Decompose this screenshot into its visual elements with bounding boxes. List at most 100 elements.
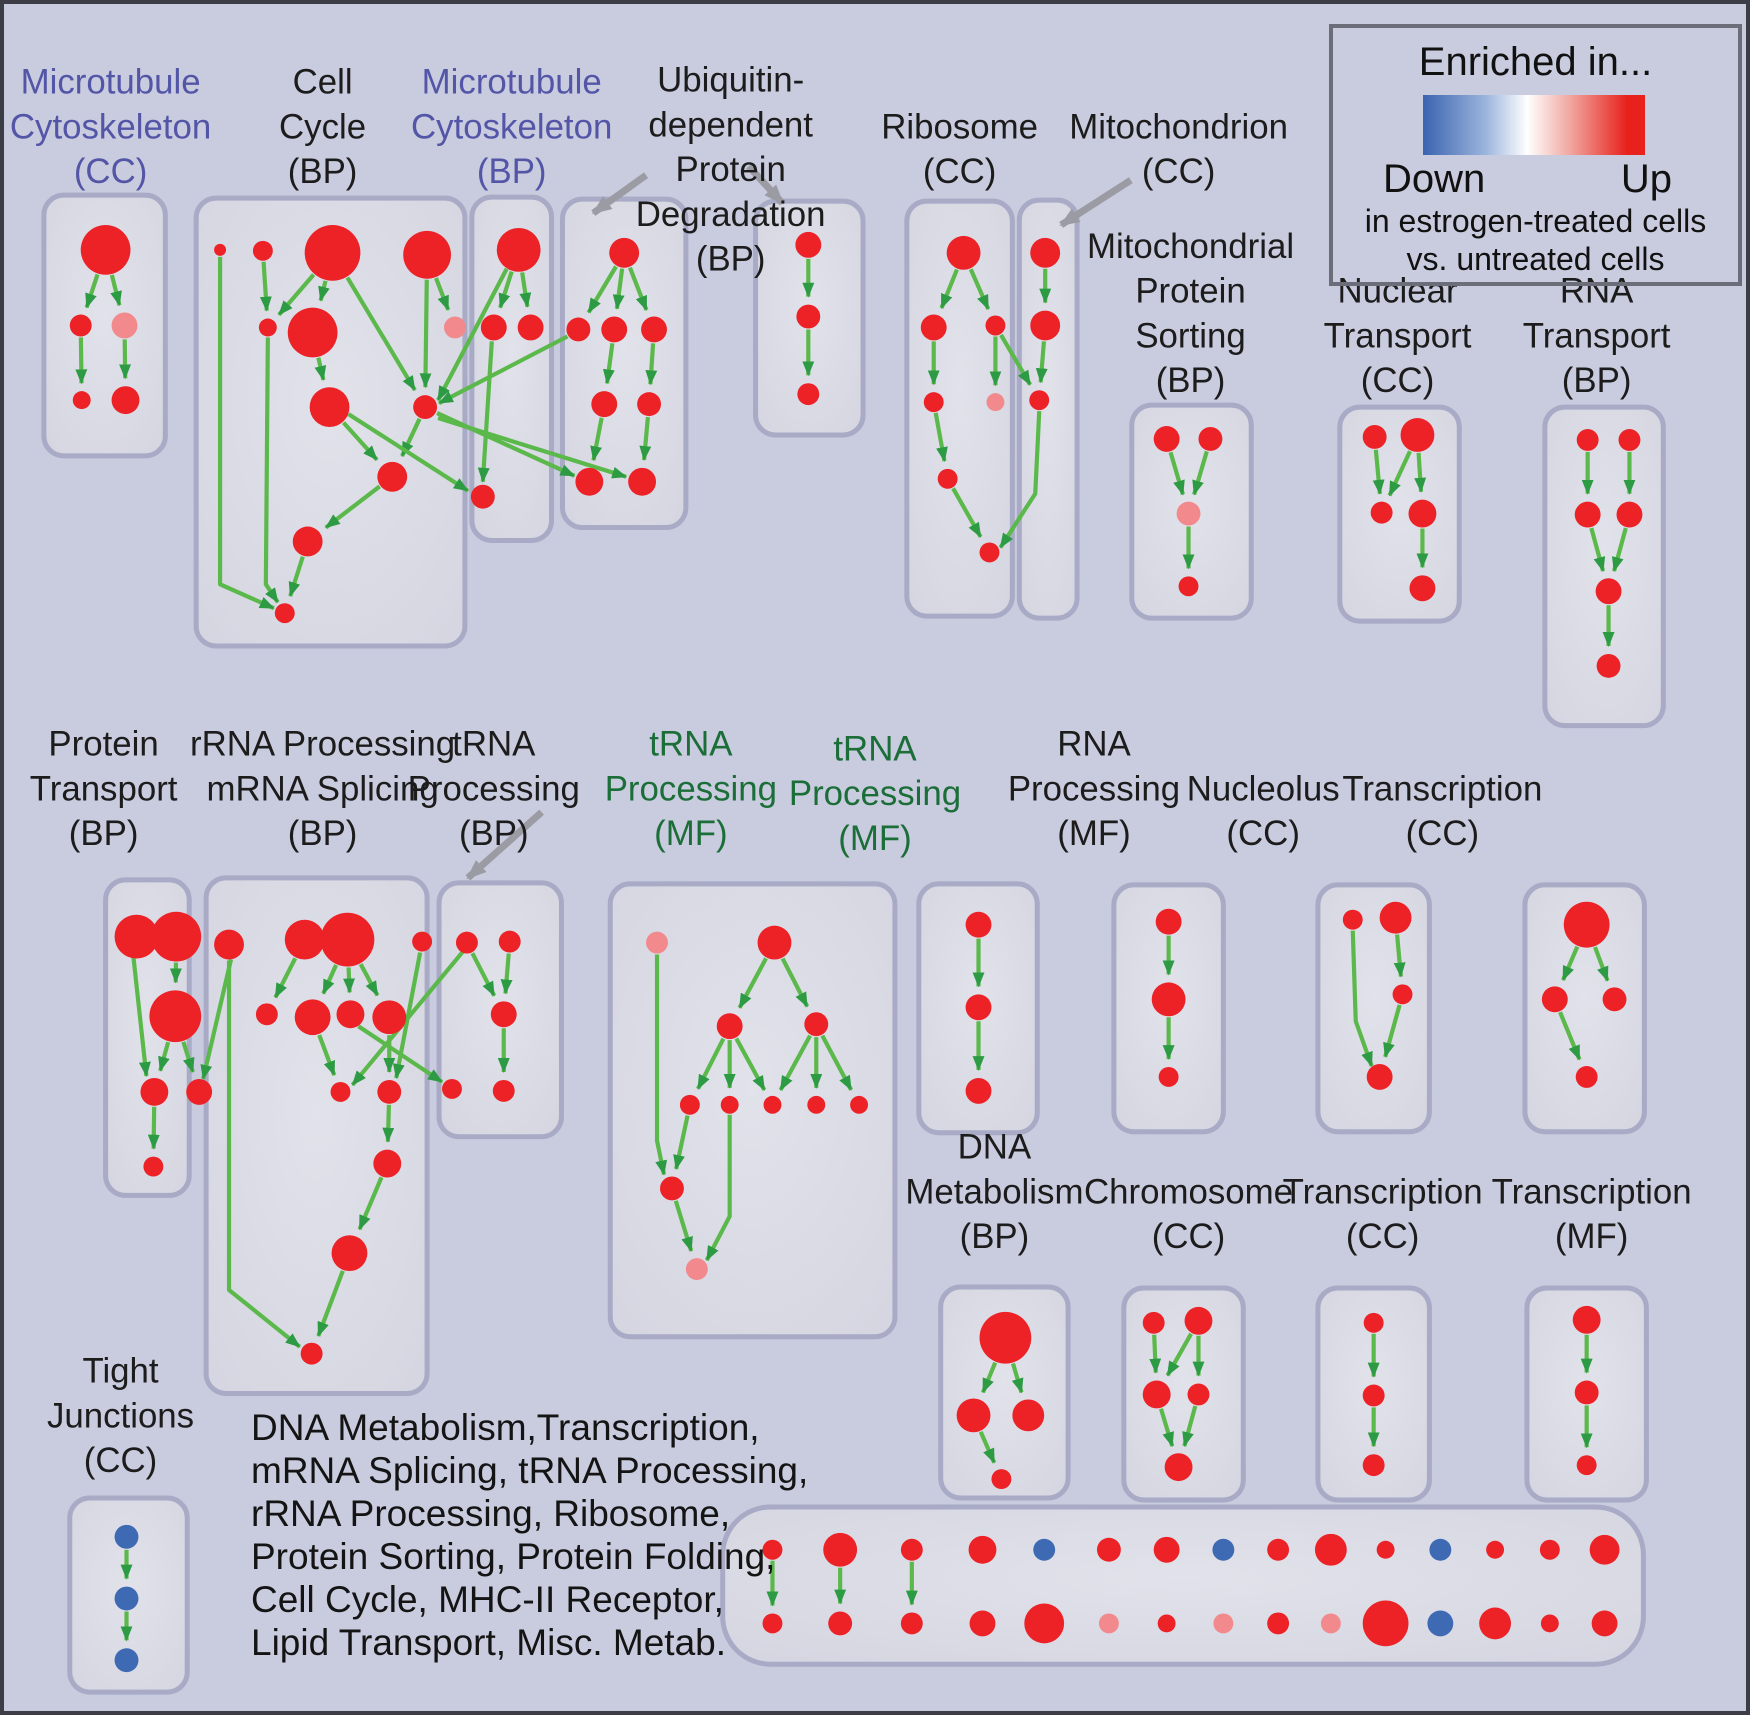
go-term-node bbox=[1409, 575, 1436, 602]
edge bbox=[470, 952, 497, 997]
edge bbox=[780, 957, 810, 1008]
edge bbox=[981, 1361, 998, 1394]
edge bbox=[259, 261, 272, 312]
go-term-node bbox=[455, 931, 478, 954]
cluster-box-ubiquitin-1 bbox=[559, 196, 689, 531]
edge bbox=[673, 1200, 694, 1252]
go-term-node bbox=[660, 1176, 684, 1201]
go-term-node bbox=[252, 240, 273, 261]
go-term-node bbox=[937, 468, 958, 489]
edge bbox=[1010, 1362, 1024, 1394]
cross-edge bbox=[437, 416, 628, 479]
edge bbox=[419, 279, 432, 389]
cluster-label-tight-junctions-cc: Tight Junctions (CC) bbox=[47, 1352, 194, 1481]
go-term-node bbox=[1187, 1383, 1210, 1406]
go-term-node bbox=[1363, 1312, 1384, 1333]
edge bbox=[317, 1034, 337, 1077]
cluster-label-mitochondrial-protein-sorting-bp: Mitochondrial Protein Sorting (BP) bbox=[1087, 227, 1294, 400]
edge bbox=[318, 280, 330, 302]
go-term-node bbox=[72, 391, 91, 410]
go-term-node bbox=[1176, 501, 1201, 526]
go-term-node bbox=[143, 1156, 164, 1177]
go-term-node bbox=[1589, 1534, 1620, 1565]
go-term-node bbox=[1184, 1306, 1213, 1335]
edge bbox=[500, 953, 513, 995]
go-term-node bbox=[591, 391, 618, 418]
go-term-node bbox=[1030, 237, 1061, 268]
cluster-label-rna-processing-mf: RNA Processing (MF) bbox=[1008, 724, 1180, 853]
edge bbox=[951, 487, 983, 538]
cluster-box-transcription-cc-mid bbox=[1522, 882, 1647, 1135]
go-term-node bbox=[763, 1095, 782, 1114]
go-term-node bbox=[828, 1611, 853, 1636]
edge bbox=[109, 274, 122, 307]
edge bbox=[1372, 449, 1385, 495]
go-term-node bbox=[628, 467, 657, 496]
cluster-label-ribosome-cc: Ribosome (CC) bbox=[881, 107, 1038, 191]
edge bbox=[273, 957, 298, 999]
go-term-node bbox=[1142, 1311, 1165, 1334]
go-term-node bbox=[1098, 1613, 1119, 1634]
go-term-node bbox=[186, 1078, 213, 1105]
go-term-node bbox=[720, 1095, 739, 1114]
cross-edge bbox=[347, 412, 470, 493]
edge bbox=[1168, 451, 1185, 496]
edge bbox=[704, 1114, 732, 1262]
go-term-node bbox=[1408, 499, 1437, 528]
edge bbox=[978, 1430, 997, 1464]
go-term-node bbox=[372, 1000, 407, 1035]
edge bbox=[1558, 1011, 1582, 1061]
edge bbox=[343, 967, 355, 994]
go-term-node bbox=[979, 542, 1000, 563]
edge bbox=[696, 1037, 726, 1090]
go-term-node bbox=[1379, 901, 1412, 934]
go-term-node bbox=[1155, 908, 1182, 935]
edge bbox=[498, 271, 514, 309]
go-term-node bbox=[968, 1535, 997, 1564]
legend-down-label: Down bbox=[1383, 157, 1486, 201]
edge bbox=[131, 957, 151, 1077]
go-term-node bbox=[1212, 1538, 1235, 1561]
cross-edge bbox=[200, 959, 234, 1080]
note-line-4: Protein Sorting, Protein Folding, bbox=[251, 1536, 776, 1577]
edge bbox=[477, 341, 494, 483]
go-term-node bbox=[946, 235, 981, 270]
legend-up-label: Up bbox=[1620, 157, 1672, 201]
go-term-node bbox=[292, 526, 323, 557]
go-term-node bbox=[111, 386, 140, 415]
cross-edge bbox=[999, 333, 1032, 386]
go-term-node bbox=[1142, 1380, 1171, 1409]
go-term-node bbox=[214, 929, 244, 960]
go-term-node bbox=[1618, 429, 1641, 451]
go-term-node bbox=[1486, 1540, 1505, 1559]
go-term-node bbox=[807, 1095, 826, 1114]
note-line-1: DNA Metabolism,Transcription, bbox=[251, 1407, 760, 1448]
legend-box: Enriched in... Down Up in estrogen-treat… bbox=[1329, 24, 1742, 286]
cluster-label-mitochondrion-cc: Mitochondrion (CC) bbox=[1069, 107, 1288, 191]
edge bbox=[673, 1115, 690, 1170]
edge bbox=[434, 277, 451, 311]
go-term-node bbox=[490, 1001, 517, 1028]
cluster-label-nuclear-transport-cc: Nuclear Transport (CC) bbox=[1324, 272, 1472, 401]
go-term-node bbox=[1153, 1536, 1180, 1563]
go-term-node bbox=[492, 1079, 515, 1102]
edge bbox=[119, 339, 132, 380]
go-term-node bbox=[797, 383, 820, 406]
edge bbox=[939, 268, 959, 310]
go-term-node bbox=[287, 307, 338, 358]
go-term-node bbox=[1362, 1600, 1409, 1647]
go-term-node bbox=[646, 931, 668, 954]
go-term-node bbox=[444, 316, 466, 339]
go-term-node bbox=[1427, 1610, 1454, 1637]
cluster-label-dna-metabolism-bp: DNA Metabolism (BP) bbox=[905, 1128, 1083, 1257]
go-term-node bbox=[566, 317, 591, 342]
go-term-node bbox=[1362, 1454, 1385, 1477]
edge bbox=[639, 416, 652, 461]
go-term-node bbox=[716, 1013, 743, 1040]
cross-edge bbox=[438, 334, 569, 405]
go-term-node bbox=[969, 1610, 996, 1637]
cluster-label-trna-processing-mf-2: tRNA Processing (MF) bbox=[789, 729, 961, 858]
go-term-node bbox=[1267, 1538, 1290, 1561]
note-line-5: Cell Cycle, MHC-II Receptor, bbox=[251, 1579, 724, 1620]
